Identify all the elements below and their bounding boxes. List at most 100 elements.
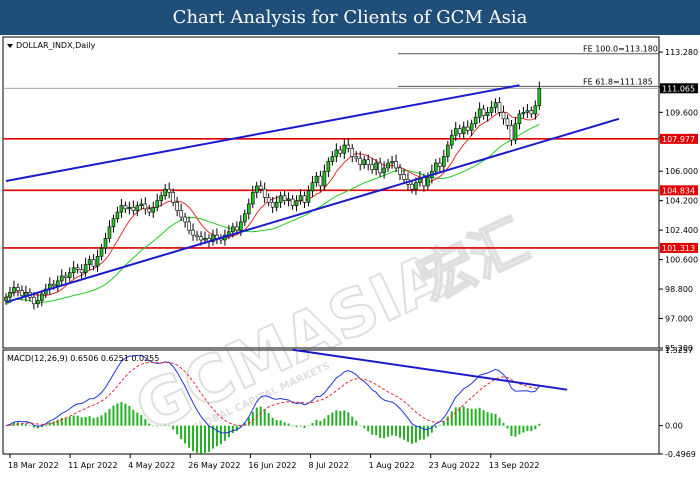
- macd-histogram-bar: [478, 407, 481, 426]
- macd-histogram-bar: [494, 413, 497, 426]
- candle-body: [509, 125, 514, 141]
- candle-body: [239, 221, 243, 231]
- candle-body: [163, 188, 167, 197]
- candle-body: [175, 202, 179, 211]
- macd-histogram-bar: [450, 411, 453, 426]
- macd-histogram-bar: [530, 425, 533, 432]
- candle-body: [362, 159, 367, 165]
- macd-histogram-bar: [235, 425, 238, 431]
- candle-body: [191, 229, 195, 236]
- macd-histogram-bar: [263, 409, 266, 426]
- macd-histogram-bar: [140, 415, 143, 426]
- candle-body: [270, 202, 275, 208]
- candle-body: [147, 208, 152, 213]
- candle-body: [537, 88, 542, 107]
- candle-body: [497, 102, 502, 113]
- price-tick-label: 98.800: [665, 285, 693, 294]
- macd-histogram-bar: [498, 417, 501, 426]
- trendline-upper: [5, 84, 520, 183]
- macd-histogram-bar: [275, 420, 278, 426]
- macd-histogram-bar: [5, 425, 7, 427]
- macd-histogram-bar: [323, 418, 326, 426]
- candle-body: [358, 157, 363, 165]
- macd-histogram-bar: [490, 413, 493, 426]
- candle-body: [143, 203, 148, 210]
- candle-body: [40, 293, 44, 301]
- time-tick-label: 1 Aug 2022: [369, 461, 415, 470]
- candle-body: [302, 195, 307, 203]
- price-tags: 107.977 104.834 101.313 111.065: [660, 83, 698, 253]
- macd-histogram-bar: [291, 425, 294, 427]
- candle-body: [12, 287, 16, 293]
- candle-body: [382, 167, 386, 174]
- macd-histogram-bar: [36, 425, 39, 429]
- candle-body: [346, 144, 351, 149]
- candle-body: [183, 216, 187, 223]
- macd-histogram-bar: [422, 425, 425, 440]
- macd-histogram-bar: [319, 421, 322, 426]
- candle-body: [187, 221, 191, 231]
- macd-histogram-bar: [251, 411, 254, 426]
- candle-body: [449, 134, 454, 146]
- candle-body: [171, 192, 175, 203]
- level-tag-label: 104.834: [662, 186, 695, 195]
- macd-histogram-bar: [363, 425, 366, 429]
- macd-histogram-bar: [446, 416, 449, 426]
- macd-histogram-bar: [184, 425, 187, 444]
- macd-histogram-bar: [243, 422, 246, 426]
- candle-body: [111, 218, 116, 228]
- macd-histogram-bar: [383, 425, 386, 439]
- trend-channel: [5, 84, 620, 304]
- candle-body: [481, 108, 486, 116]
- candle-body: [314, 175, 319, 183]
- time-tick-label: 4 May 2022: [128, 461, 175, 470]
- candle-body: [95, 256, 100, 267]
- candle-body: [67, 272, 72, 278]
- macd-histogram-bar: [331, 412, 334, 426]
- candle-body: [250, 192, 255, 205]
- macd-histogram-bar: [514, 425, 517, 437]
- symbol-label: DOLLAR_INDX,Daily: [16, 41, 96, 50]
- slow-moving-average: [5, 123, 540, 306]
- candle-body: [119, 205, 124, 213]
- macd-histogram-bar: [371, 425, 374, 435]
- macd-histogram-bar: [180, 425, 183, 440]
- macd-histogram-bar: [104, 412, 107, 426]
- candle-body: [8, 292, 12, 298]
- candle-body: [434, 162, 438, 172]
- candle-body: [414, 182, 418, 190]
- macd-histogram-bar: [271, 417, 274, 426]
- price-tick-label: 100.600: [665, 256, 698, 265]
- candle-body: [123, 205, 128, 210]
- time-axis: 18 Mar 2022 11 Apr 2022 4 May 2022 26 May 2…: [8, 454, 539, 470]
- macd-histogram-bar: [470, 408, 473, 426]
- macd-histogram-bar: [343, 410, 346, 426]
- macd-histogram-bar: [164, 424, 167, 426]
- candle-body: [286, 198, 291, 201]
- candle-body: [342, 144, 347, 154]
- candlesticks: [4, 81, 542, 310]
- macd-histogram-bar: [351, 416, 354, 426]
- macd-histogram-bar: [375, 425, 378, 436]
- macd-histogram-bar: [287, 423, 290, 426]
- macd-histogram-bar: [534, 425, 537, 430]
- level-tag: [660, 242, 698, 253]
- macd-histogram-bar: [148, 423, 151, 426]
- candle-body: [266, 197, 271, 203]
- time-tick-label: 11 Apr 2022: [68, 461, 117, 470]
- dropdown-triangle-icon[interactable]: [7, 44, 13, 48]
- candle-body: [505, 118, 510, 126]
- macd-histogram-bar: [215, 425, 218, 447]
- candle-body: [513, 123, 518, 141]
- candle-body: [211, 234, 215, 242]
- macd-histogram-bar: [84, 416, 87, 426]
- price-tick-label: 104.200: [665, 197, 698, 206]
- macd-histogram-bar: [96, 417, 99, 426]
- candle-body: [485, 111, 490, 116]
- macd-histogram-bar: [391, 425, 394, 436]
- candle-body: [203, 238, 207, 241]
- macd-panel: [2, 349, 660, 455]
- candle-body: [103, 238, 108, 249]
- macd-histogram-bar: [418, 425, 421, 440]
- candle-body: [83, 264, 88, 274]
